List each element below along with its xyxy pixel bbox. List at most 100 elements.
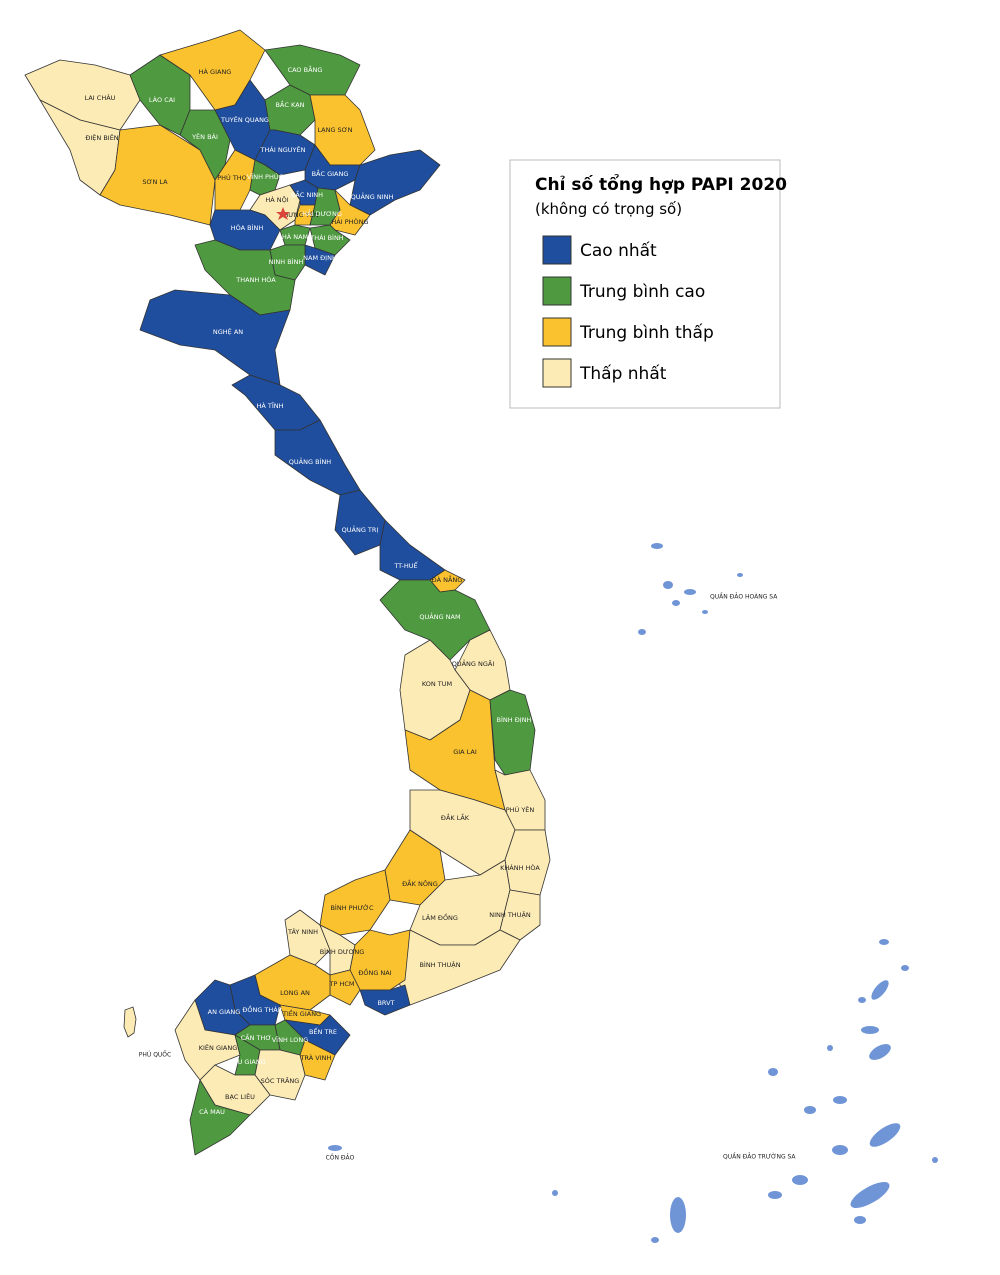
province-label: BẮC GIANG [312, 168, 349, 178]
province-label: ĐẮK NÔNG [402, 878, 438, 888]
province-label: BRVT [377, 999, 394, 1007]
legend-label: Trung bình cao [579, 282, 705, 302]
province-label: LÀO CAI [149, 95, 175, 104]
province-label: ĐỒNG THÁP [242, 1004, 281, 1014]
legend: Chỉ số tổng hợp PAPI 2020 (không có trọn… [509, 159, 787, 409]
province-label: KHÁNH HÒA [500, 863, 540, 872]
province [329, 189, 371, 236]
island-label: QUẦN ĐẢO HOÀNG SA [710, 593, 778, 601]
province-label: LONG AN [280, 989, 310, 997]
province-label: LÂM ĐỒNG [422, 912, 458, 922]
province-label: QUẢNG TRỊ [342, 525, 379, 534]
legend-subtitle: (không có trọng số) [535, 200, 682, 218]
province-label: BẮC NINH [291, 189, 323, 199]
province-label: NGHỆ AN [213, 327, 243, 336]
province-label: HẬU GIANG [228, 1057, 265, 1066]
province-label: HÀ GIANG [199, 67, 232, 76]
legend-label: Thấp nhất [579, 363, 667, 384]
province-label: VĨNH LONG [272, 1035, 309, 1044]
province-label: LẠNG SƠN [318, 126, 353, 134]
province-label: TRÀ VINH [300, 1053, 332, 1062]
province [334, 489, 386, 556]
province [359, 984, 411, 1016]
province [24, 59, 141, 131]
province-label: CÀ MAU [199, 1107, 225, 1116]
province-label: QUẢNG NINH [351, 192, 394, 201]
province-label: BÌNH THUẬN [419, 960, 460, 969]
province [139, 289, 291, 386]
province [99, 124, 216, 226]
province-label: CAO BẰNG [288, 64, 323, 74]
province-label: LAI CHÂU [85, 93, 116, 102]
province-label: HƯNG YÊN [283, 210, 319, 219]
province-label: NINH THUẬN [489, 910, 531, 919]
legend-swatch [542, 235, 572, 265]
province-label: QUẢNG NAM [419, 612, 460, 621]
province-label: NAM ĐỊNH [303, 254, 337, 262]
province [254, 1049, 306, 1101]
province-label: BẮC KẠN [275, 99, 304, 109]
province [349, 929, 411, 991]
province-label: BÌNH PHƯỚC [330, 903, 374, 912]
province-label: HÀ NỘI [265, 195, 288, 204]
province-label: VĨNH PHÚC [247, 172, 284, 181]
province-label: CẦN THƠ [241, 1032, 272, 1042]
island-label: CÔN ĐẢO [326, 1154, 355, 1162]
province-label: BÌNH ĐỊNH [497, 715, 532, 724]
province-label: ĐÀ NẴNG [432, 574, 463, 584]
province-label: TT-HUẾ [393, 560, 418, 570]
legend-title: Chỉ số tổng hợp PAPI 2020 [535, 173, 787, 195]
province-label: THÁI BÌNH [309, 233, 344, 242]
province [504, 829, 551, 896]
province-label: AN GIANG [208, 1008, 241, 1016]
province-label: KIÊN GIANG [199, 1043, 238, 1052]
province-label: SƠN LA [142, 178, 168, 186]
province-label: QUẢNG BÌNH [289, 457, 332, 466]
phu-quoc-island [123, 1006, 137, 1038]
provinces: LAI CHÂU ĐIỆN BIÊN SƠN LA LÀO CAI YÊN BÁI HÀ … [24, 29, 551, 1156]
legend-label: Trung bình thấp [579, 322, 714, 343]
paracel-islands [638, 543, 743, 635]
province-label: TUYÊN QUANG [220, 115, 269, 124]
province-label: TIỀN GIANG [282, 1008, 321, 1018]
legend-swatch [542, 358, 572, 388]
province [179, 109, 231, 181]
province [379, 519, 446, 581]
province-label: ĐIỆN BIÊN [85, 133, 118, 142]
province-label: HẢI PHÒNG [331, 217, 368, 226]
island-label: QUẦN ĐẢO TRƯỜNG SA [723, 1153, 796, 1161]
province-label: KON TUM [422, 680, 452, 688]
legend-swatch [542, 317, 572, 347]
province-label: YÊN BÁI [191, 132, 218, 141]
spratly-islands [552, 939, 938, 1243]
province-label: THÁI NGUYÊN [260, 145, 306, 154]
province-label: HÒA BÌNH [231, 223, 264, 232]
province [194, 239, 296, 316]
province-label: PHÚ THỌ [217, 173, 247, 182]
province-label: HẢI DƯƠNG [302, 209, 342, 218]
province-label: BÌNH DƯƠNG [320, 947, 365, 956]
province-label: TP HCM [329, 980, 355, 988]
province-label: QUẢNG NGÃI [452, 659, 495, 668]
legend-swatch [542, 276, 572, 306]
province [189, 1079, 251, 1156]
province-label: BẠC LIÊU [225, 1092, 255, 1101]
province-label: NINH BÌNH [269, 257, 304, 266]
province-label: TÂY NINH [287, 927, 318, 936]
province-label: ĐỒNG NAI [358, 967, 391, 977]
capital-star [276, 207, 290, 220]
province [294, 204, 316, 226]
con-dao-island [328, 1145, 342, 1151]
province-label: PHÚ YÊN [506, 805, 535, 814]
legend-label: Cao nhất [580, 240, 657, 261]
province-label: THANH HÓA [235, 275, 276, 284]
province-label: HÀ NAM [282, 232, 308, 241]
province-label: BẾN TRE [309, 1026, 337, 1036]
province-label: SÓC TRĂNG [261, 1076, 300, 1085]
province-label: HÀ TĨNH [256, 401, 283, 410]
province [379, 579, 491, 661]
province [279, 224, 311, 246]
province [489, 689, 536, 776]
island-label: PHÚ QUỐC [139, 1051, 171, 1059]
